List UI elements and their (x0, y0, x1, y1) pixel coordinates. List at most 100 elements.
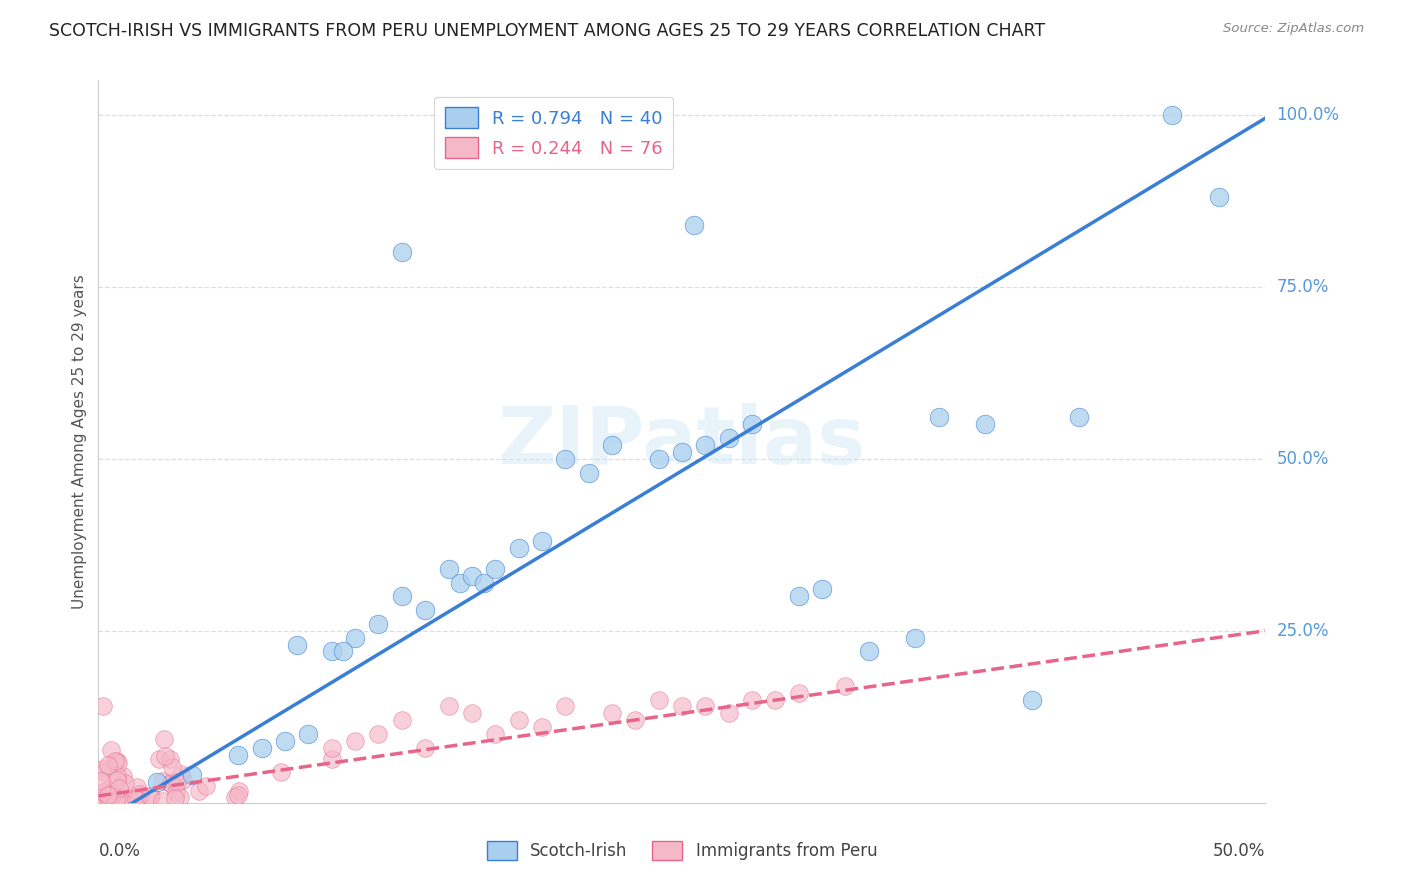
Point (787, 686, 810, 700)
Point (554, 451, 576, 466)
Point (114, 776, 136, 790)
Point (695, 699, 717, 714)
Point (91, 762, 114, 776)
Point (226, 788, 249, 802)
Point (107, 756, 129, 771)
Point (717, 431, 740, 445)
Point (484, 562, 506, 576)
Point (741, 417, 763, 432)
Point (682, 218, 704, 232)
Point (110, 795, 132, 809)
Point (787, 590, 810, 604)
Text: 50.0%: 50.0% (1213, 842, 1265, 860)
Point (530, 720, 553, 734)
Point (472, 575, 495, 590)
Point (160, 777, 183, 791)
Point (128, 787, 150, 801)
Point (105, 769, 128, 783)
Point (1021, 692, 1043, 706)
Point (285, 638, 308, 652)
Point (391, 245, 413, 260)
Point (1067, 410, 1090, 425)
Point (108, 780, 131, 795)
Point (160, 760, 183, 774)
Point (1161, 108, 1184, 122)
Point (166, 775, 188, 789)
Point (165, 791, 187, 805)
Text: 100.0%: 100.0% (1277, 105, 1340, 124)
Point (97, 788, 120, 802)
Point (93, 793, 115, 807)
Text: 75.0%: 75.0% (1277, 277, 1329, 296)
Point (111, 769, 134, 783)
Point (344, 631, 367, 645)
Point (367, 616, 389, 631)
Point (717, 706, 740, 721)
Point (150, 794, 173, 808)
Point (153, 749, 176, 764)
Point (763, 692, 786, 706)
Point (1208, 190, 1230, 204)
Point (332, 644, 354, 658)
Point (194, 779, 217, 793)
Point (270, 764, 292, 779)
Point (321, 644, 343, 658)
Point (139, 789, 162, 803)
Point (578, 466, 600, 480)
Point (508, 541, 530, 556)
Point (224, 789, 246, 804)
Point (170, 767, 193, 781)
Point (101, 788, 124, 802)
Point (104, 791, 127, 805)
Point (297, 727, 319, 741)
Text: Source: ZipAtlas.com: Source: ZipAtlas.com (1223, 22, 1364, 36)
Point (449, 575, 471, 590)
Text: SCOTCH-IRISH VS IMMIGRANTS FROM PERU UNEMPLOYMENT AMONG AGES 25 TO 29 YEARS CORR: SCOTCH-IRISH VS IMMIGRANTS FROM PERU UNE… (49, 22, 1045, 40)
Point (105, 754, 128, 768)
Point (138, 789, 160, 803)
Point (169, 789, 191, 804)
Point (811, 582, 834, 597)
Point (180, 768, 202, 782)
Point (928, 410, 950, 425)
Point (600, 438, 623, 452)
Point (461, 706, 484, 721)
Point (437, 699, 460, 714)
Point (111, 795, 134, 809)
Point (148, 752, 170, 766)
Point (104, 754, 127, 768)
Point (114, 789, 136, 804)
Point (91, 699, 114, 714)
Text: 50.0%: 50.0% (1277, 450, 1329, 467)
Point (97, 793, 120, 807)
Point (228, 784, 250, 798)
Point (391, 713, 413, 727)
Point (413, 603, 436, 617)
Point (172, 773, 194, 788)
Point (125, 792, 148, 806)
Point (530, 534, 553, 549)
Point (105, 772, 128, 787)
Point (484, 727, 506, 741)
Point (834, 679, 856, 693)
Point (93, 764, 115, 779)
Point (150, 774, 173, 789)
Point (647, 692, 669, 706)
Point (508, 713, 530, 727)
Point (624, 713, 647, 727)
Point (274, 734, 297, 748)
Point (974, 417, 997, 432)
Point (250, 740, 273, 755)
Text: 25.0%: 25.0% (1277, 622, 1329, 640)
Point (228, 747, 250, 762)
Point (159, 776, 181, 790)
Point (554, 699, 576, 714)
Point (858, 644, 880, 658)
Point (671, 699, 693, 714)
Point (91, 793, 114, 807)
Point (671, 445, 693, 459)
Point (104, 789, 127, 803)
Point (904, 631, 927, 645)
Point (367, 727, 389, 741)
Point (461, 568, 484, 582)
